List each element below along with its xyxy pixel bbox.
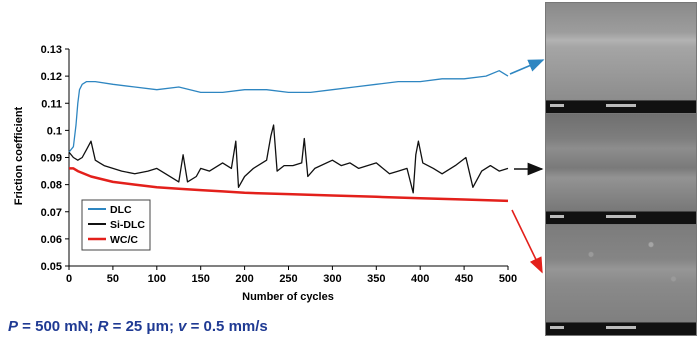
param-p-symbol: P <box>8 318 19 335</box>
y-tick-label: 0.12 <box>41 71 62 83</box>
y-tick-label: 0.08 <box>41 180 62 192</box>
sem-image-wcc <box>545 224 697 336</box>
legend: DLC Si-DLC WC/C <box>81 199 151 251</box>
param-v-value: = 0.5 mm/s <box>186 318 268 335</box>
x-tick-label: 0 <box>66 273 72 285</box>
y-tick-label: 0.11 <box>41 98 62 110</box>
arrow-to-wcc-image <box>511 209 543 274</box>
legend-label-dlc: DLC <box>110 204 132 216</box>
x-tick-label: 300 <box>323 273 341 285</box>
sem-image-si-dlc <box>545 113 697 225</box>
y-tick-label: 0.09 <box>41 153 62 165</box>
x-tick-label: 250 <box>279 273 297 285</box>
test-parameters: P = 500 mN; R = 25 μm; v = 0.5 mm/s <box>8 318 268 335</box>
x-tick-label: 100 <box>148 273 166 285</box>
y-tick-label: 0.07 <box>41 207 62 219</box>
legend-label-wcc: WC/C <box>110 234 138 246</box>
legend-label-si-dlc: Si-DLC <box>110 219 145 231</box>
x-tick-label: 350 <box>367 273 385 285</box>
x-tick-label: 450 <box>455 273 473 285</box>
param-r-symbol: R <box>97 318 109 335</box>
x-tick-label: 200 <box>235 273 253 285</box>
axes: 0.05 0.06 0.07 0.08 0.09 0.1 0.11 0.12 0.13 0 50 10… <box>41 44 518 285</box>
x-tick-label: 50 <box>107 273 119 285</box>
y-tick-label: 0.06 <box>41 234 62 246</box>
series-line-si-dlc <box>68 124 509 194</box>
series-line-wc-c <box>69 167 509 203</box>
series-lines <box>68 70 509 203</box>
x-tick-label: 150 <box>192 273 210 285</box>
series-line-dlc <box>68 70 509 153</box>
y-axis-title: Friction coefficient <box>13 106 25 205</box>
param-p-value: = 500 mN; <box>18 318 98 335</box>
y-tick-label: 0.1 <box>47 125 62 137</box>
arrow-to-dlc-image <box>509 59 545 75</box>
param-v-symbol: v <box>178 318 187 335</box>
x-tick-label: 500 <box>499 273 517 285</box>
y-tick-label: 0.05 <box>41 261 62 273</box>
sem-image-dlc <box>545 2 697 114</box>
x-tick-label: 400 <box>411 273 429 285</box>
param-r-value: = 25 μm; <box>108 318 179 335</box>
x-axis-title: Number of cycles <box>242 291 334 303</box>
y-tick-label: 0.13 <box>41 44 62 56</box>
